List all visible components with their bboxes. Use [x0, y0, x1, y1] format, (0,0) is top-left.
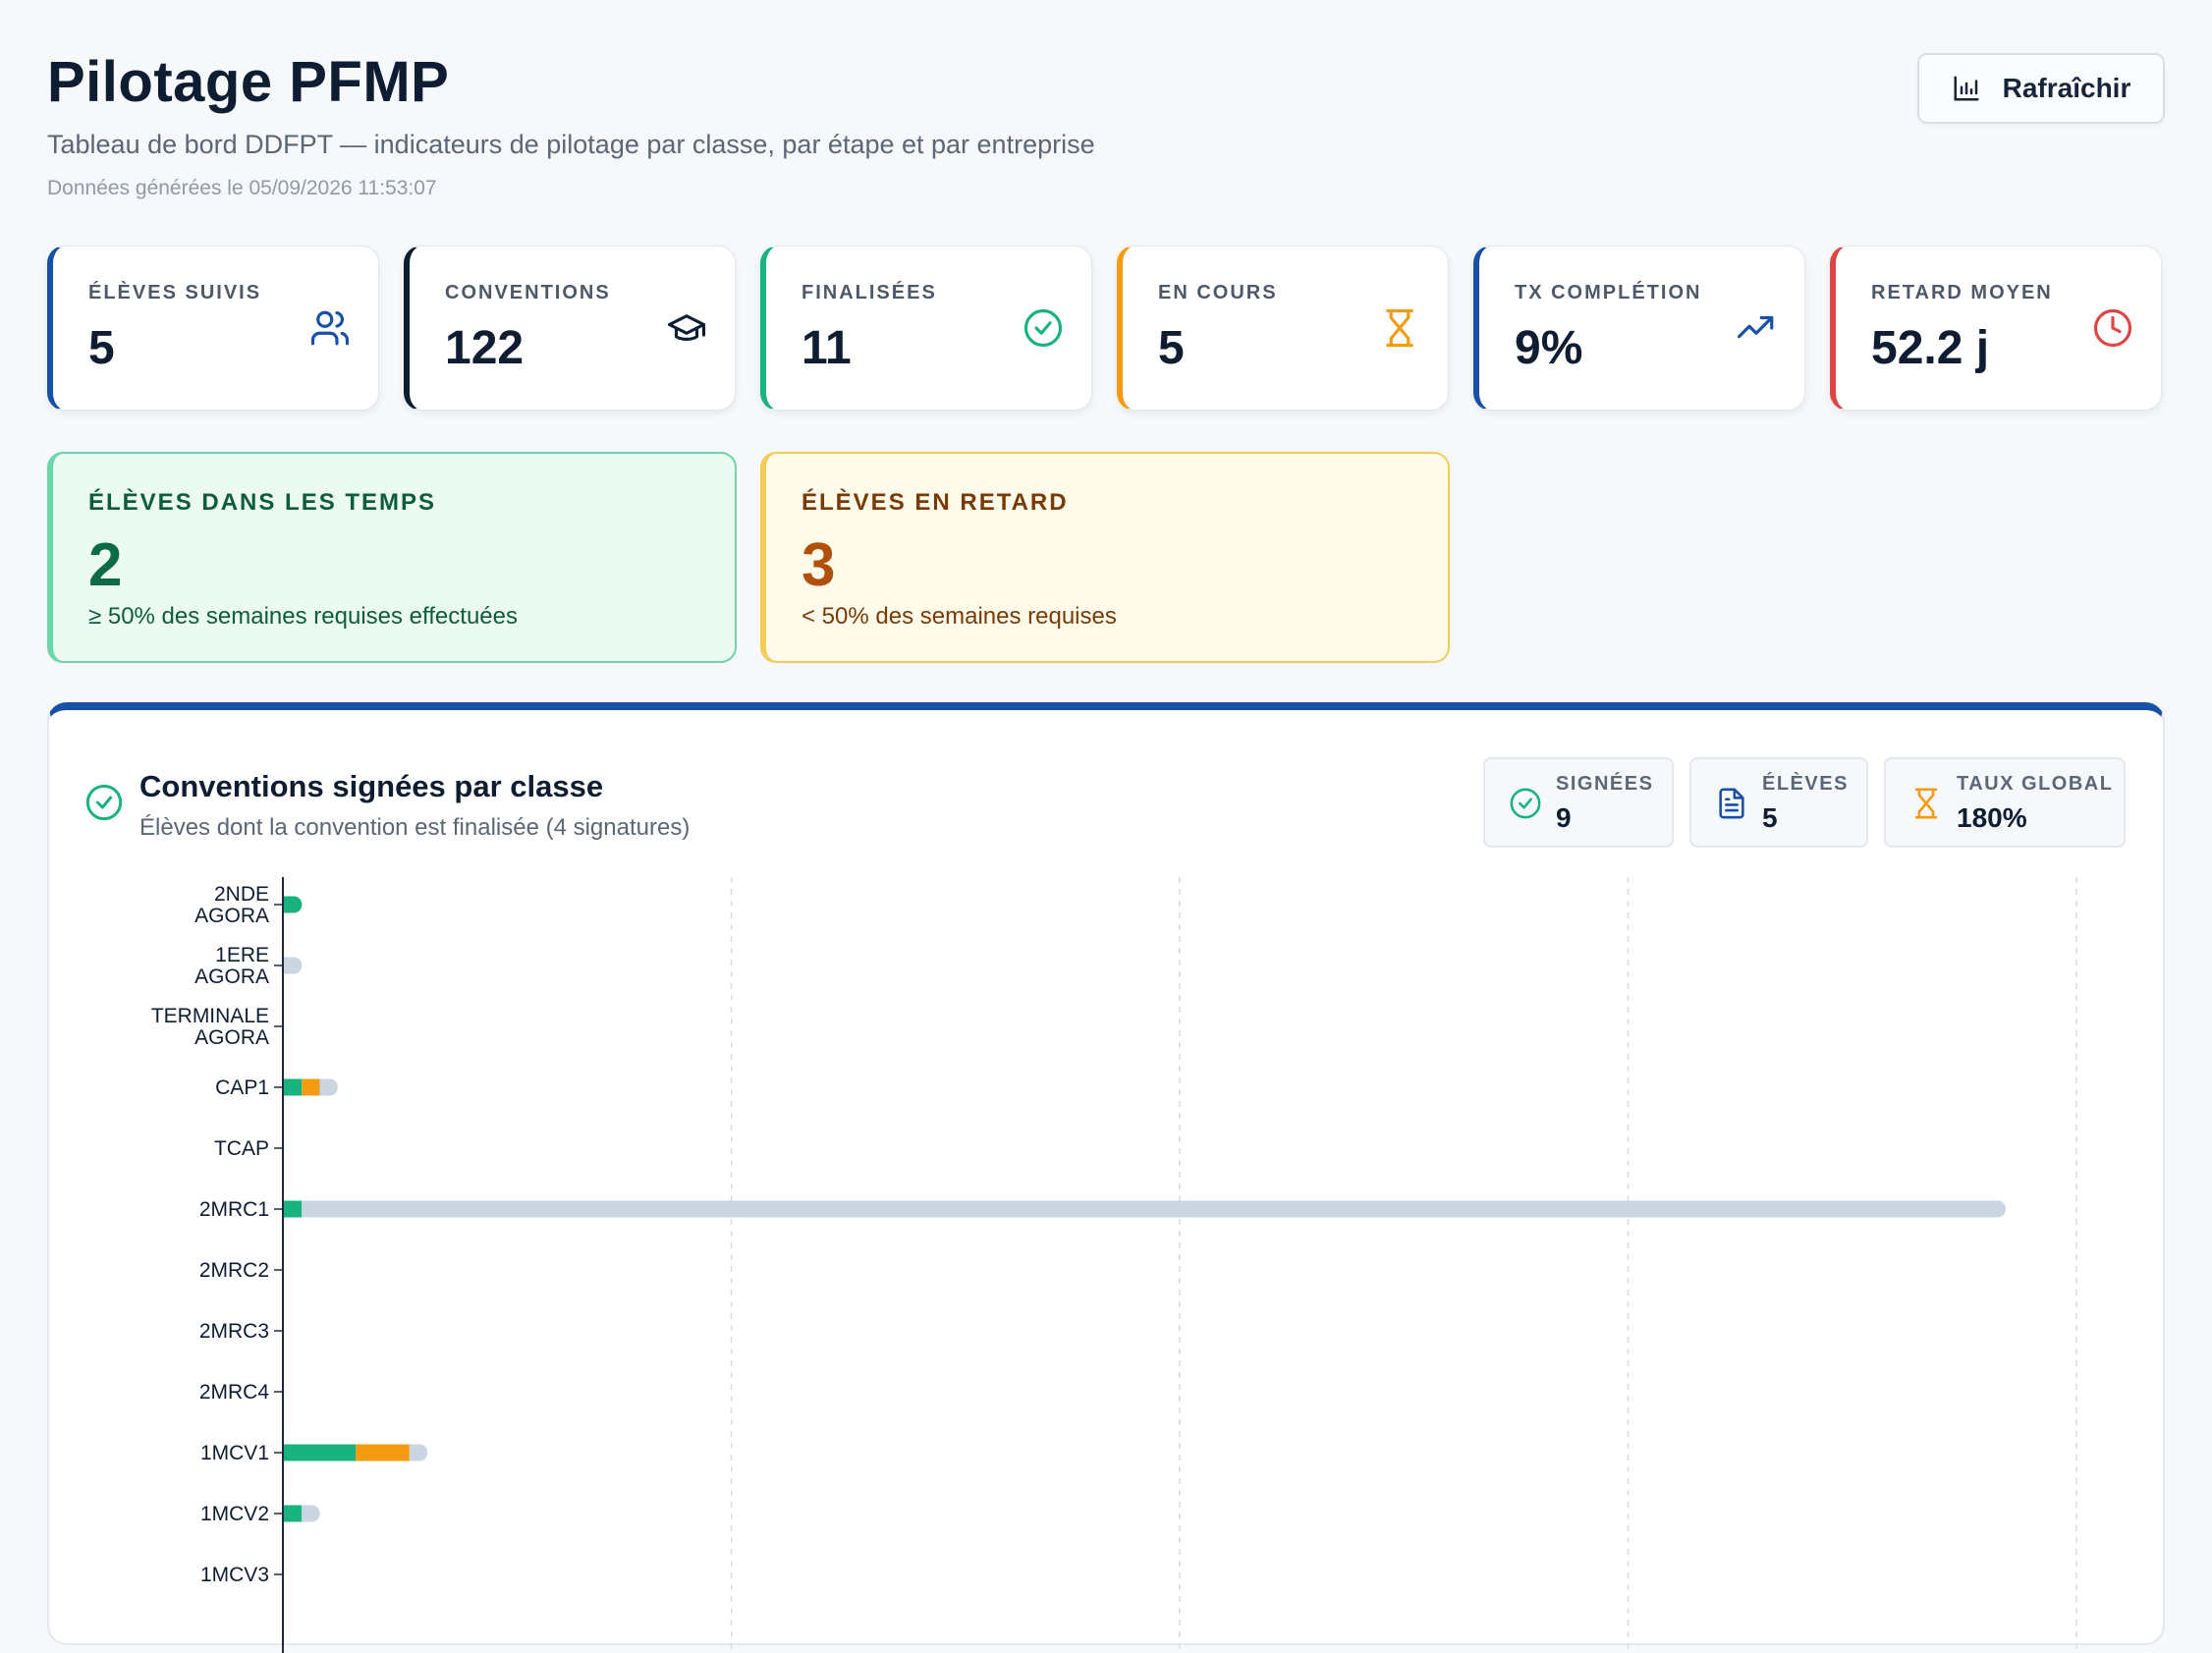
y-tick-label: TCAP [214, 1137, 269, 1160]
status-card-on-time: ÉLÈVES DANS LES TEMPS 2 ≥ 50% des semain… [47, 452, 737, 663]
kpi-value: 5 [88, 322, 115, 374]
kpi-card-retard-moyen: RETARD MOYEN 52.2 j [1830, 246, 2162, 411]
page-title: Pilotage PFMP [47, 50, 450, 114]
status-label: ÉLÈVES DANS LES TEMPS [88, 489, 437, 516]
hourglass-icon [1914, 788, 1938, 819]
page-subtitle: Tableau de bord DDFPT — indicateurs de p… [47, 130, 1095, 159]
bar-segment [302, 1200, 2006, 1218]
refresh-button-label: Rafraîchir [2002, 73, 2131, 103]
y-tick-label: 2MRC4 [199, 1381, 270, 1404]
document-icon [1719, 788, 1744, 819]
bar-segment [284, 1505, 303, 1522]
kpi-value: 5 [1158, 322, 1185, 374]
status-value: 2 [88, 531, 123, 599]
bar-segment [284, 896, 303, 913]
kpi-row: ÉLÈVES SUIVIS 5 CONVENTIONS 122 FINALISÉ… [47, 246, 2165, 413]
status-label: ÉLÈVES EN RETARD [802, 489, 1069, 516]
bar-chart-icon [1954, 76, 1979, 101]
refresh-button[interactable]: Rafraîchir [1917, 53, 2165, 124]
bar-segment [319, 1078, 338, 1096]
kpi-card-finalisees: FINALISÉES 11 [760, 246, 1092, 411]
status-note: ≥ 50% des semaines requises effectuées [88, 603, 518, 630]
status-note: < 50% des semaines requises [802, 603, 1117, 630]
stat-eleves: ÉLÈVES 5 [1689, 757, 1868, 848]
y-tick-label: 1MCV1 [200, 1442, 269, 1464]
hourglass-icon [1386, 308, 1413, 348]
status-card-late: ÉLÈVES EN RETARD 3 < 50% des semaines re… [760, 452, 1450, 663]
kpi-label: ÉLÈVES SUIVIS [88, 282, 262, 303]
page: Pilotage PFMP Tableau de bord DDFPT — in… [47, 0, 2165, 1653]
stat-label: ÉLÈVES [1762, 773, 1849, 795]
stat-taux-global: TAUX GLOBAL 180% [1884, 757, 2126, 848]
bar-segment [302, 1078, 320, 1096]
kpi-label: CONVENTIONS [445, 282, 611, 303]
bar-segment [284, 1444, 357, 1461]
y-tick-label: 2MRC2 [199, 1259, 269, 1282]
stat-value: 180% [1957, 802, 2027, 833]
status-row: ÉLÈVES DANS LES TEMPS 2 ≥ 50% des semain… [47, 452, 2165, 663]
stat-signees: SIGNÉES 9 [1483, 757, 1674, 848]
clock-icon [2093, 308, 2132, 348]
kpi-card-eleves-suivis: ÉLÈVES SUIVIS 5 [47, 246, 379, 411]
panel-subtitle: Élèves dont la convention est finalisée … [139, 814, 691, 841]
check-circle-icon [1023, 308, 1063, 348]
kpi-card-tx-completion: TX COMPLÉTION 9% [1473, 246, 1805, 411]
header: Pilotage PFMP Tableau de bord DDFPT — in… [47, 0, 2165, 216]
kpi-card-en-cours: EN COURS 5 [1117, 246, 1449, 411]
panel-title: Conventions signées par classe [139, 769, 604, 803]
check-circle-icon [1510, 788, 1541, 819]
bar-segment [409, 1444, 428, 1461]
kpi-value: 52.2 j [1871, 322, 1990, 374]
y-tick-label: CAP1 [215, 1076, 269, 1099]
y-tick-label: 1ERE AGORA [194, 944, 269, 988]
trending-up-icon [1737, 315, 1774, 339]
kpi-value: 11 [802, 322, 852, 374]
status-value: 3 [802, 531, 836, 599]
y-tick-label: 1MCV3 [200, 1564, 269, 1586]
generated-timestamp: Données générées le 05/09/2026 11:53:07 [47, 177, 437, 199]
check-circle-icon [85, 784, 123, 821]
kpi-label: FINALISÉES [802, 282, 937, 303]
kpi-label: EN COURS [1158, 282, 1278, 303]
y-tick-label: 1MCV2 [200, 1503, 269, 1525]
stat-value: 9 [1556, 802, 1572, 833]
conventions-panel: Conventions signées par classe Élèves do… [47, 702, 2165, 1653]
kpi-label: TX COMPLÉTION [1515, 282, 1702, 303]
y-tick-label: 2MRC3 [199, 1320, 269, 1343]
bar-segment [284, 1078, 303, 1096]
y-tick-label: 2MRC1 [199, 1198, 269, 1221]
graduation-cap-icon [667, 314, 706, 341]
bar-segment [302, 1505, 320, 1522]
stat-label: SIGNÉES [1556, 773, 1654, 795]
kpi-value: 9% [1515, 322, 1583, 374]
kpi-card-conventions: CONVENTIONS 122 [404, 246, 736, 411]
y-tick-label: TERMINALE AGORA [151, 1005, 269, 1049]
kpi-label: RETARD MOYEN [1871, 282, 2053, 303]
stat-label: TAUX GLOBAL [1957, 773, 2114, 795]
kpi-value: 122 [445, 322, 525, 374]
bar-segment [356, 1444, 410, 1461]
stat-value: 5 [1762, 802, 1778, 833]
bar-segment [284, 957, 303, 974]
conventions-bar-chart: 2NDE AGORA 1ERE AGORA TERMINALE AGORA CAP1 TCAP… [151, 877, 2077, 1653]
users-icon [310, 310, 350, 346]
bar-segment [284, 1200, 303, 1218]
y-tick-label: 2NDE AGORA [194, 883, 269, 927]
